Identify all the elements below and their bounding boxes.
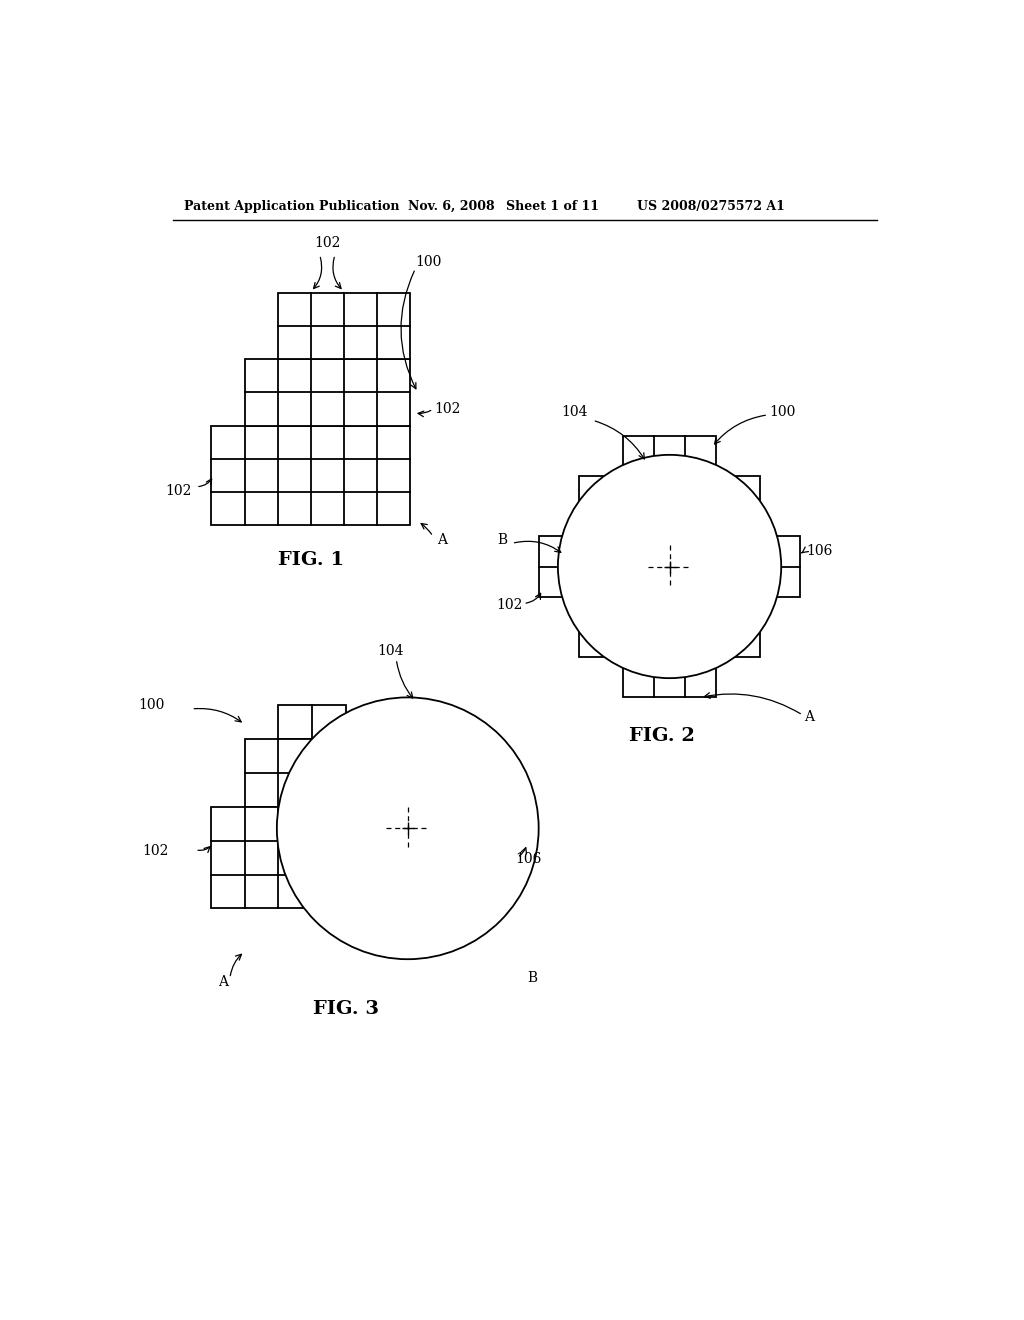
Text: 102: 102 [435, 403, 461, 416]
Bar [770, 536, 801, 597]
Bar [579, 475, 609, 507]
Bar [211, 807, 346, 908]
Bar [730, 627, 761, 657]
Bar [245, 739, 346, 807]
Text: 104: 104 [377, 644, 403, 659]
Text: 100: 100 [416, 255, 441, 269]
Text: 102: 102 [314, 236, 341, 249]
Circle shape [276, 697, 539, 960]
Bar [579, 627, 609, 657]
Text: B: B [527, 972, 538, 986]
Text: 100: 100 [770, 405, 796, 420]
Bar [624, 667, 716, 697]
Text: 106: 106 [515, 853, 542, 866]
Text: A: A [437, 533, 447, 548]
Circle shape [558, 455, 781, 678]
Bar [211, 425, 410, 525]
Text: Nov. 6, 2008: Nov. 6, 2008 [408, 199, 495, 213]
Bar [730, 475, 761, 507]
Bar [245, 359, 410, 425]
Text: US 2008/0275572 A1: US 2008/0275572 A1 [637, 199, 785, 213]
Text: 102: 102 [166, 483, 193, 498]
Bar [278, 293, 410, 359]
Bar [539, 536, 569, 597]
Text: A: A [218, 975, 228, 989]
Text: 102: 102 [142, 845, 168, 858]
Text: Patent Application Publication: Patent Application Publication [184, 199, 400, 213]
Bar [279, 705, 346, 739]
Text: FIG. 1: FIG. 1 [278, 550, 344, 569]
Text: FIG. 3: FIG. 3 [313, 1001, 379, 1018]
Text: Sheet 1 of 11: Sheet 1 of 11 [506, 199, 599, 213]
Bar [624, 436, 716, 466]
Text: 106: 106 [807, 544, 833, 558]
Text: FIG. 2: FIG. 2 [629, 727, 695, 744]
Text: A: A [804, 710, 814, 723]
Text: 100: 100 [138, 698, 165, 711]
Text: B: B [498, 532, 508, 546]
Text: 102: 102 [497, 598, 522, 612]
Text: 104: 104 [562, 405, 588, 420]
